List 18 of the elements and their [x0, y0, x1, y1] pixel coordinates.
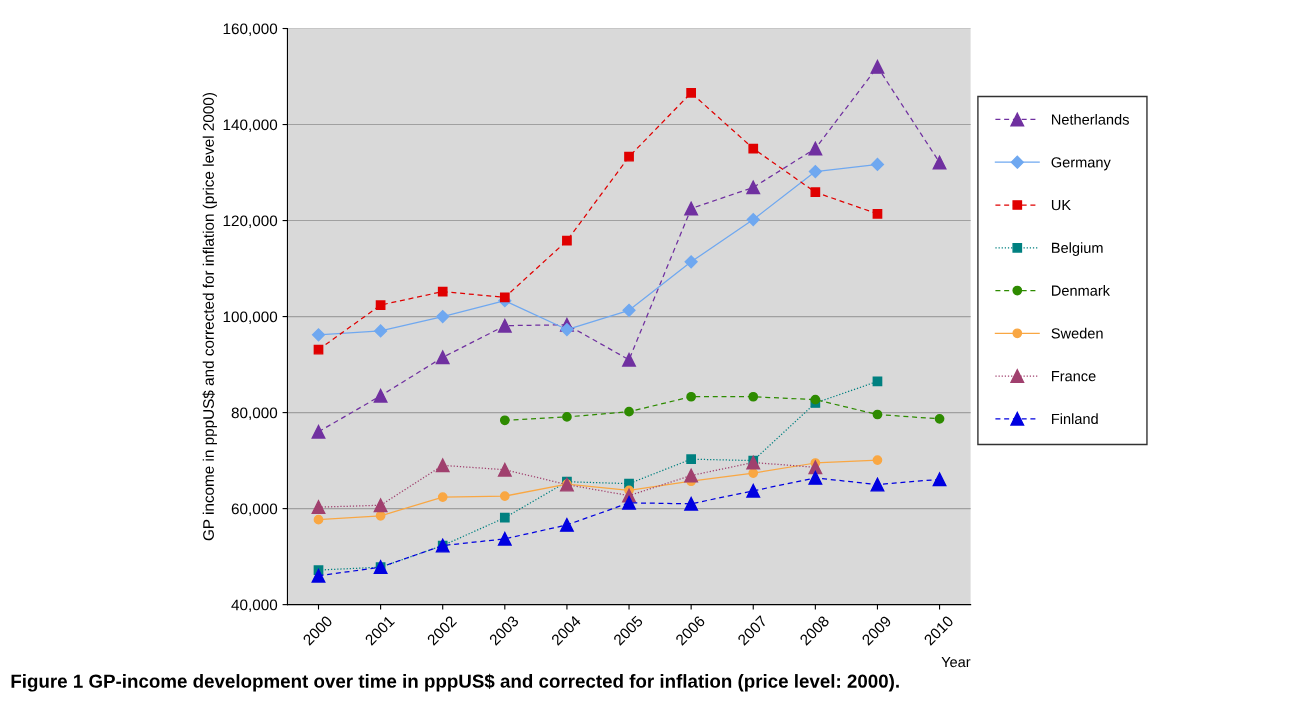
legend-label: Finland	[1052, 413, 1098, 425]
y-tick-label: 160,000	[223, 23, 278, 37]
legend-label: Belgium	[1052, 242, 1103, 256]
legend-label: Germany	[1051, 157, 1111, 171]
legend-label: Netherlands	[1052, 114, 1129, 125]
y-axis-title: GP income in pppUS$ and corrected for inflation (price level 2000)	[202, 93, 217, 541]
x-axis-title: Year	[941, 657, 971, 668]
caption: Figure 1 GP-income development over time in pppUS$ and corrected for inflation (price level: 2000).	[11, 673, 899, 692]
legend-label: France	[1052, 371, 1096, 382]
legend-label: Sweden	[1051, 327, 1103, 339]
legend-label: UK	[1051, 200, 1071, 211]
legend-label: Denmark	[1052, 285, 1111, 296]
y-tick-label: 60,000	[231, 503, 278, 517]
y-tick-label: 140,000	[223, 119, 278, 133]
y-tick-label: 120,000	[223, 215, 278, 229]
y-tick-label: 100,000	[223, 311, 278, 325]
y-tick-label: 40,000	[231, 599, 278, 613]
y-tick-label: 80,000	[231, 407, 278, 421]
